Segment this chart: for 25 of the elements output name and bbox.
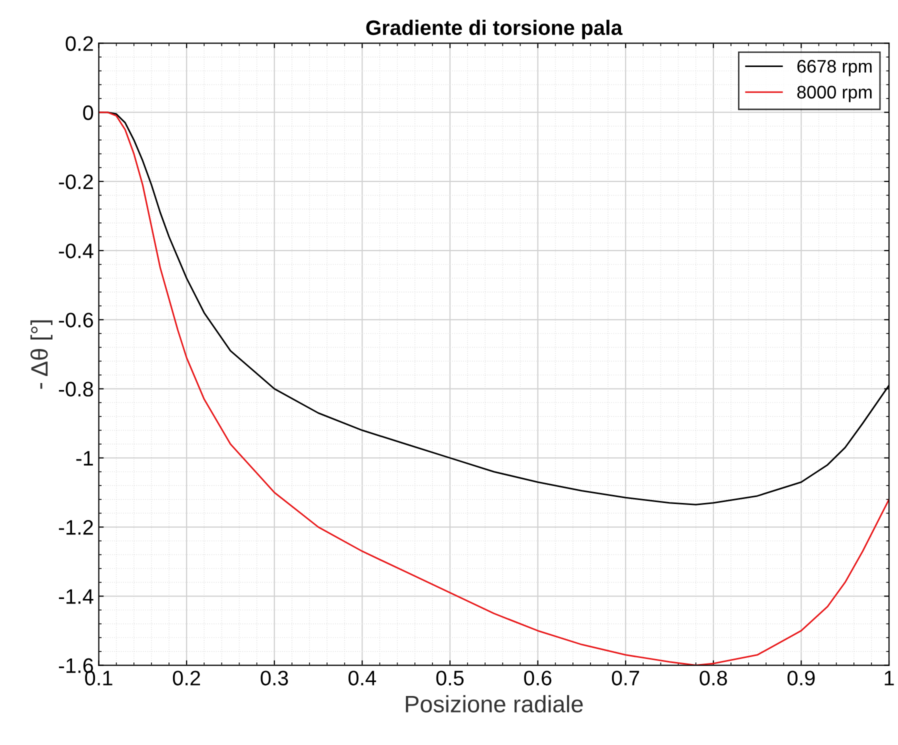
x-axis-title: Posizione radiale	[406, 695, 583, 712]
x-tick-label: 0.4	[348, 670, 376, 686]
y-tick-label: 0	[83, 105, 94, 120]
x-tick-label: 1	[884, 670, 894, 686]
y-tick-label: 0.2	[66, 36, 93, 51]
y-tick-label: -0.8	[58, 382, 94, 397]
y-axis-title: - Δθ [°]	[30, 320, 52, 389]
x-tick-label: 0.5	[436, 670, 464, 686]
y-tick-label: -1.4	[58, 589, 94, 604]
x-tick-label: 0.9	[788, 670, 815, 686]
x-tick-label: 0.8	[700, 670, 727, 686]
y-tick-label: -1.6	[58, 658, 94, 674]
legend-label: 6678 rpm	[797, 60, 872, 76]
y-tick-label: -0.2	[58, 174, 93, 190]
x-tick-label: 0.2	[172, 670, 200, 686]
chart-title: Gradiente di torsione pala	[366, 20, 623, 40]
x-tick-label: 0.7	[612, 670, 640, 686]
y-tick-label: -0.6	[58, 312, 94, 328]
x-tick-label: 0.6	[524, 670, 552, 686]
x-tick-label: 0.1	[85, 670, 112, 686]
y-tick-label: -1	[76, 451, 93, 466]
y-tick-label: -1.2	[58, 520, 93, 535]
x-tick-label: 0.3	[260, 670, 288, 686]
y-tick-label: -0.4	[58, 244, 94, 258]
legend-label: 8000 rpm	[797, 86, 872, 102]
